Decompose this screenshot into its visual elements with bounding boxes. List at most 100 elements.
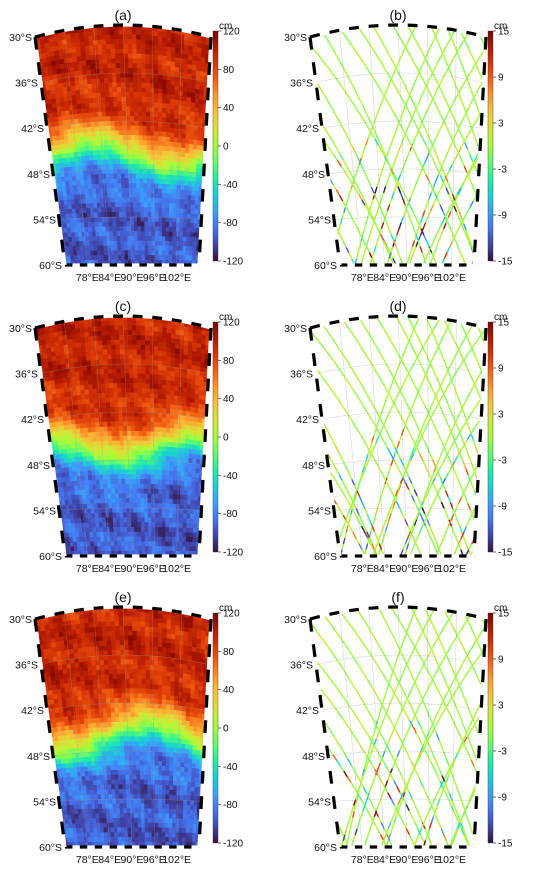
lat-label: 36°S <box>15 369 38 381</box>
colorbar-unit: cm <box>219 21 232 32</box>
colorbar-tick: 0 <box>223 433 229 444</box>
lon-label: 102°E <box>437 854 466 866</box>
lat-label: 54°S <box>308 505 331 517</box>
lat-label: 54°S <box>308 796 331 808</box>
colorbar-tick: 9 <box>498 73 504 84</box>
lon-label: 84°E <box>98 854 121 866</box>
lon-label: 84°E <box>98 272 121 284</box>
lon-label: 96°E <box>143 854 166 866</box>
map-panel-d: (d)30°S36°S42°S48°S54°S60°S78°E 84°E 90°E 9… <box>284 298 513 575</box>
lat-label: 42°S <box>296 705 319 717</box>
map-frame <box>308 314 488 558</box>
colorbar-tick: 80 <box>223 65 235 76</box>
colorbar-tick: -9 <box>498 502 507 513</box>
map-frame <box>33 23 213 267</box>
lon-label: 102°E <box>437 272 466 284</box>
colorbar-tick: 3 <box>498 119 504 130</box>
lon-label: 84°E <box>373 272 396 284</box>
map-panel-c: (c) 30°S 36°S 42°S 48°S 54°S 60°S 78°E 84°E 90°E 9… <box>9 298 243 575</box>
panel-label: (f) <box>391 589 404 605</box>
lat-label: 30°S <box>284 323 307 335</box>
colorbar-tick: 0 <box>223 724 229 735</box>
map-frame <box>33 314 213 558</box>
lon-label: 78°E <box>76 563 99 575</box>
colorbar-tick: 40 <box>223 103 235 114</box>
lon-label: 84°E <box>373 854 396 866</box>
lat-label: 36°S <box>15 78 38 90</box>
lat-label: 30°S <box>9 614 32 626</box>
colorbar-tick: 9 <box>498 364 504 375</box>
map-panel-e: (e) 30°S 36°S 42°S 48°S 54°S 60°S 78°E 84°E 90°E 9… <box>9 589 243 866</box>
colorbar-tick: -9 <box>498 211 507 222</box>
colorbar-tick: 15 <box>498 609 510 620</box>
map-frame <box>308 23 488 267</box>
lon-label: 102°E <box>162 563 191 575</box>
colorbar-tick: -15 <box>498 548 513 559</box>
colorbar-tick: 0 <box>223 142 229 153</box>
lat-label: 48°S <box>302 751 325 763</box>
lon-label: 102°E <box>162 854 191 866</box>
lon-label: 102°E <box>162 272 191 284</box>
lon-label: 96°E <box>143 563 166 575</box>
colorbar-tick: -15 <box>498 839 513 850</box>
lon-label: 96°E <box>418 272 441 284</box>
colorbar-tick: -80 <box>223 800 238 811</box>
lon-label: 78°E <box>351 272 374 284</box>
colorbar-unit: cm <box>494 21 507 32</box>
colorbar-unit: cm <box>494 312 507 323</box>
lon-label: 90°E <box>121 854 144 866</box>
lon-label: 84°E <box>373 563 396 575</box>
graticule <box>35 25 211 265</box>
colorbar-tick: 120 <box>223 27 240 38</box>
lat-label: 30°S <box>9 32 32 44</box>
lon-label: 102°E <box>437 563 466 575</box>
colorbar-tick: 80 <box>223 356 235 367</box>
lat-label: 60°S <box>314 842 337 854</box>
colorbar-tick: -3 <box>498 165 507 176</box>
colorbar-tick: 80 <box>223 647 235 658</box>
colorbar-tick: -40 <box>223 471 238 482</box>
lat-label: 36°S <box>15 660 38 672</box>
colorbar-tick: 9 <box>498 655 504 666</box>
lon-label: 96°E <box>418 563 441 575</box>
colorbar-tick: 3 <box>498 410 504 421</box>
lat-label: 42°S <box>296 123 319 135</box>
lon-label: 78°E <box>76 854 99 866</box>
lon-label: 96°E <box>143 272 166 284</box>
lat-label: 36°S <box>290 369 313 381</box>
colorbar-unit: cm <box>219 312 232 323</box>
lat-label: 54°S <box>33 214 56 226</box>
colorbar-tick: -80 <box>223 509 238 520</box>
lon-label: 90°E <box>121 563 144 575</box>
lat-label: 48°S <box>27 169 50 181</box>
colorbar-unit: cm <box>494 603 507 614</box>
lon-label: 90°E <box>396 563 419 575</box>
lat-label: 30°S <box>284 32 307 44</box>
colorbar-tick: -40 <box>223 180 238 191</box>
lat-label: 54°S <box>33 796 56 808</box>
colorbar-tick: -120 <box>223 548 243 559</box>
map-frame <box>33 605 213 849</box>
panel-label: (c) <box>115 298 131 314</box>
colorbar-tick: 40 <box>223 394 235 405</box>
colorbar-tick: 15 <box>498 318 510 329</box>
colorbar-tick: -120 <box>223 257 243 268</box>
lat-label: 60°S <box>39 842 62 854</box>
lat-label: 30°S <box>284 614 307 626</box>
lat-label: 36°S <box>290 660 313 672</box>
colorbar-tick: -120 <box>223 839 243 850</box>
lat-label: 42°S <box>21 123 44 135</box>
colorbar-tick: 3 <box>498 701 504 712</box>
colorbar-tick: -15 <box>498 257 513 268</box>
panel-label: (a) <box>114 7 131 23</box>
lon-label: 96°E <box>418 854 441 866</box>
colorbar-tick: -3 <box>498 747 507 758</box>
lat-label: 48°S <box>27 460 50 472</box>
lat-label: 36°S <box>290 78 313 90</box>
panel-label: (e) <box>114 589 131 605</box>
lon-label: 90°E <box>396 272 419 284</box>
